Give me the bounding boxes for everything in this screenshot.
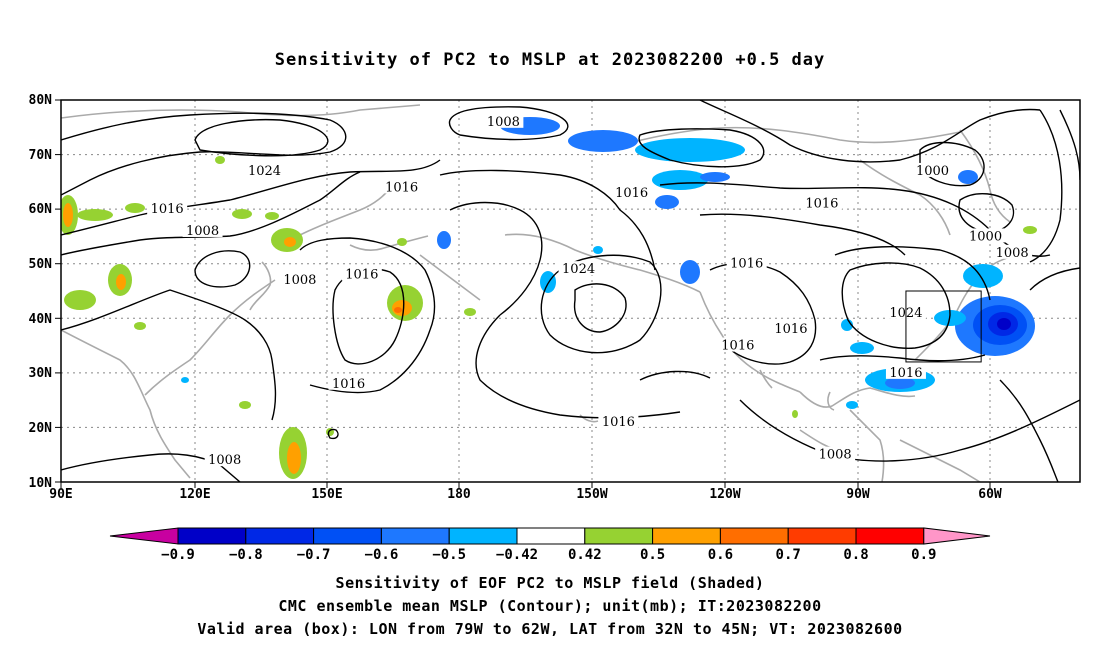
contour-label-bg (912, 162, 953, 177)
colorbar-label: −0.42 (496, 547, 538, 563)
contour-label-bg (992, 244, 1033, 259)
contour-label-bg (770, 321, 811, 336)
lat-label: 40N (29, 312, 53, 327)
contour-label-bg (204, 452, 245, 467)
lon-label: 150E (311, 487, 342, 502)
colorbar-min-arrow (109, 527, 179, 545)
contour-label: 1016 (615, 186, 648, 201)
colorbar-swatch (855, 527, 925, 545)
colorbar-label: 0.9 (911, 547, 936, 563)
contour-label-bg (341, 266, 382, 281)
contour-label: 1016 (602, 415, 635, 430)
contour-label-bg (328, 375, 369, 390)
footer-line-2: CMC ensemble mean MSLP (Contour); unit(m… (278, 597, 822, 615)
lat-label: 60N (29, 202, 53, 217)
lon-label: 120W (709, 487, 740, 502)
contour-label-bg (244, 162, 285, 177)
contour-label: 1008 (208, 453, 241, 468)
lon-label: 120E (179, 487, 210, 502)
contour-label-bg (717, 337, 758, 352)
contour-label-bg (279, 272, 320, 287)
colorbar-label: −0.9 (161, 547, 195, 563)
contour-label: 1016 (805, 197, 838, 212)
contour-label: 1008 (283, 273, 316, 288)
lon-label: 90E (49, 487, 72, 502)
colorbar-label: −0.6 (365, 547, 399, 563)
colorbar-swatch (719, 527, 789, 545)
contour-label-bg (726, 255, 767, 270)
colorbar-swatch (380, 527, 450, 545)
contour-label-bg (147, 201, 188, 216)
contour-label: 1008 (819, 448, 852, 463)
contour-label-bg (801, 195, 842, 210)
colorbar-label: 0.5 (640, 547, 665, 563)
contour-label: 1024 (562, 262, 595, 277)
colorbar-label: 0.6 (708, 547, 733, 563)
lon-label: 60W (978, 487, 1002, 502)
contour-label: 1016 (721, 339, 754, 354)
colorbar-label: −0.7 (297, 547, 331, 563)
contour-label: 1008 (996, 246, 1029, 261)
lat-label: 10N (29, 476, 53, 491)
map-frame (60, 99, 1081, 483)
mslp-contours (61, 100, 1080, 482)
coastlines (61, 104, 1016, 482)
contour-label: 1016 (774, 322, 807, 337)
contour-label-bg (815, 446, 856, 461)
colorbar-swatch (787, 527, 857, 545)
contour-label: 1008 (186, 224, 219, 239)
contour-label-bg (598, 413, 639, 428)
colorbar-swatch (584, 527, 654, 545)
valid-area-box (905, 290, 982, 363)
colorbar-max-arrow (923, 527, 991, 545)
contour-label: 1016 (332, 377, 365, 392)
colorbar-swatch (516, 527, 586, 545)
contour-label: 1016 (730, 257, 763, 272)
contour-label: 1000 (916, 164, 949, 179)
colorbar (109, 527, 991, 545)
footer-line-3: Valid area (box): LON from 79W to 62W, L… (197, 620, 903, 638)
contour-label: 1016 (345, 268, 378, 283)
contour-label-bg (381, 179, 422, 194)
colorbar-swatch (313, 527, 382, 545)
lat-label: 80N (29, 93, 53, 108)
colorbar-swatch (245, 527, 315, 545)
footer-line-1: Sensitivity of EOF PC2 to MSLP field (Sh… (335, 574, 765, 592)
contour-label-bg (558, 261, 599, 276)
contour-label-bg (611, 184, 652, 199)
colorbar-swatch (652, 527, 721, 545)
contour-label-bg (885, 364, 926, 379)
contour-label-bg (965, 228, 1006, 243)
sensitivity-shading (61, 117, 1037, 479)
lat-label: 20N (29, 421, 53, 436)
colorbar-label: −0.8 (229, 547, 263, 563)
contour-label-bg (483, 113, 524, 128)
colorbar-swatch (448, 527, 518, 545)
colorbar-label: 0.7 (776, 547, 801, 563)
colorbar-label: 0.42 (568, 547, 602, 563)
lat-label: 30N (29, 366, 53, 381)
lat-label: 50N (29, 257, 53, 272)
colorbar-label: 0.8 (843, 547, 868, 563)
contour-label: 1000 (969, 229, 1002, 244)
map-title: Sensitivity of PC2 to MSLP at 2023082200… (274, 50, 826, 70)
contour-label: 1024 (248, 164, 281, 179)
colorbar-labels: −0.9 −0.8 −0.7 −0.6 −0.5 −0.42 0.42 0.5 0.6 0.7 0.… (161, 547, 936, 563)
lon-label: 90W (846, 487, 870, 502)
colorbar-swatch (177, 527, 247, 545)
contour-label: 1016 (385, 180, 418, 195)
contour-labels: 1008 1024 1016 1016 1016 1016 1000 1000 1008 1008… (147, 113, 1033, 468)
axis-ticks (55, 99, 991, 488)
contour-label: 1008 (487, 115, 520, 130)
contour-label-bg (182, 222, 223, 237)
lon-label: 180 (447, 487, 471, 502)
colorbar-label: −0.5 (432, 547, 466, 563)
lat-label: 70N (29, 148, 53, 163)
contour-label: 1016 (151, 202, 184, 217)
lon-label: 150W (576, 487, 607, 502)
contour-label: 1016 (889, 366, 922, 381)
